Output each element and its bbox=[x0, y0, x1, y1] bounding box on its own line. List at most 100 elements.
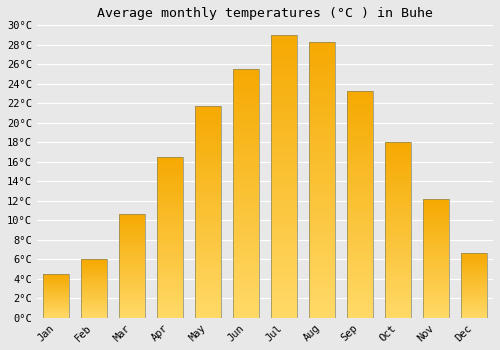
Bar bbox=[42, 282, 69, 283]
Bar bbox=[42, 288, 69, 289]
Bar bbox=[118, 297, 145, 299]
Bar bbox=[422, 299, 450, 301]
Bar bbox=[80, 311, 107, 312]
Bar bbox=[232, 228, 259, 233]
Bar bbox=[460, 275, 487, 276]
Bar bbox=[308, 285, 336, 290]
Bar bbox=[308, 191, 336, 196]
Bar bbox=[118, 249, 145, 251]
Bar bbox=[118, 241, 145, 243]
Bar bbox=[194, 178, 221, 182]
Bar bbox=[118, 234, 145, 237]
Bar bbox=[118, 266, 145, 268]
Bar bbox=[232, 109, 259, 114]
Bar bbox=[270, 216, 297, 222]
Bar bbox=[80, 266, 107, 267]
Bar bbox=[42, 299, 69, 300]
Bar bbox=[384, 219, 411, 223]
Bar bbox=[42, 300, 69, 301]
Bar bbox=[194, 284, 221, 288]
Bar bbox=[118, 230, 145, 232]
Bar bbox=[422, 246, 450, 249]
Bar bbox=[460, 294, 487, 296]
Bar bbox=[42, 317, 69, 318]
Bar bbox=[118, 237, 145, 239]
Bar bbox=[80, 299, 107, 300]
Bar bbox=[194, 199, 221, 204]
Bar bbox=[308, 208, 336, 213]
Bar bbox=[384, 142, 411, 318]
Bar bbox=[346, 214, 374, 218]
Bar bbox=[270, 41, 297, 46]
Bar bbox=[80, 301, 107, 303]
Bar bbox=[42, 274, 69, 318]
Bar bbox=[118, 218, 145, 220]
Bar bbox=[118, 264, 145, 266]
Bar bbox=[346, 313, 374, 318]
Bar bbox=[422, 213, 450, 216]
Bar bbox=[384, 156, 411, 160]
Bar bbox=[384, 195, 411, 198]
Bar bbox=[80, 294, 107, 296]
Bar bbox=[156, 234, 183, 237]
Bar bbox=[384, 244, 411, 248]
Bar bbox=[156, 302, 183, 305]
Bar bbox=[308, 252, 336, 257]
Bar bbox=[422, 249, 450, 251]
Bar bbox=[308, 186, 336, 191]
Bar bbox=[42, 303, 69, 304]
Bar bbox=[232, 209, 259, 214]
Bar bbox=[232, 258, 259, 263]
Bar bbox=[384, 311, 411, 314]
Bar bbox=[422, 208, 450, 211]
Bar bbox=[460, 258, 487, 259]
Bar bbox=[194, 195, 221, 199]
Bar bbox=[460, 262, 487, 263]
Bar bbox=[308, 152, 336, 158]
Bar bbox=[194, 191, 221, 195]
Bar bbox=[270, 114, 297, 120]
Bar bbox=[80, 259, 107, 260]
Bar bbox=[156, 167, 183, 170]
Bar bbox=[42, 280, 69, 281]
Bar bbox=[422, 254, 450, 256]
Bar bbox=[270, 148, 297, 154]
Bar bbox=[270, 46, 297, 52]
Bar bbox=[42, 286, 69, 287]
Bar bbox=[270, 284, 297, 289]
Bar bbox=[384, 286, 411, 290]
Bar bbox=[80, 291, 107, 292]
Bar bbox=[308, 301, 336, 307]
Bar bbox=[308, 130, 336, 136]
Bar bbox=[118, 247, 145, 249]
Bar bbox=[384, 149, 411, 153]
Bar bbox=[80, 292, 107, 293]
Bar bbox=[384, 290, 411, 293]
Bar bbox=[384, 279, 411, 283]
Bar bbox=[270, 199, 297, 205]
Bar bbox=[346, 195, 374, 200]
Bar bbox=[308, 224, 336, 230]
Bar bbox=[346, 136, 374, 141]
Bar bbox=[346, 218, 374, 222]
Bar bbox=[118, 287, 145, 289]
Bar bbox=[346, 295, 374, 300]
Bar bbox=[118, 280, 145, 282]
Bar bbox=[156, 312, 183, 315]
Bar bbox=[42, 275, 69, 276]
Bar bbox=[194, 305, 221, 309]
Bar bbox=[80, 296, 107, 297]
Bar bbox=[384, 262, 411, 265]
Bar bbox=[308, 86, 336, 92]
Bar bbox=[42, 314, 69, 315]
Bar bbox=[422, 282, 450, 285]
Bar bbox=[270, 267, 297, 273]
Bar bbox=[42, 316, 69, 317]
Bar bbox=[194, 254, 221, 259]
Bar bbox=[156, 260, 183, 263]
Bar bbox=[232, 298, 259, 303]
Bar bbox=[194, 267, 221, 271]
Bar bbox=[346, 304, 374, 309]
Bar bbox=[232, 154, 259, 159]
Bar bbox=[80, 264, 107, 265]
